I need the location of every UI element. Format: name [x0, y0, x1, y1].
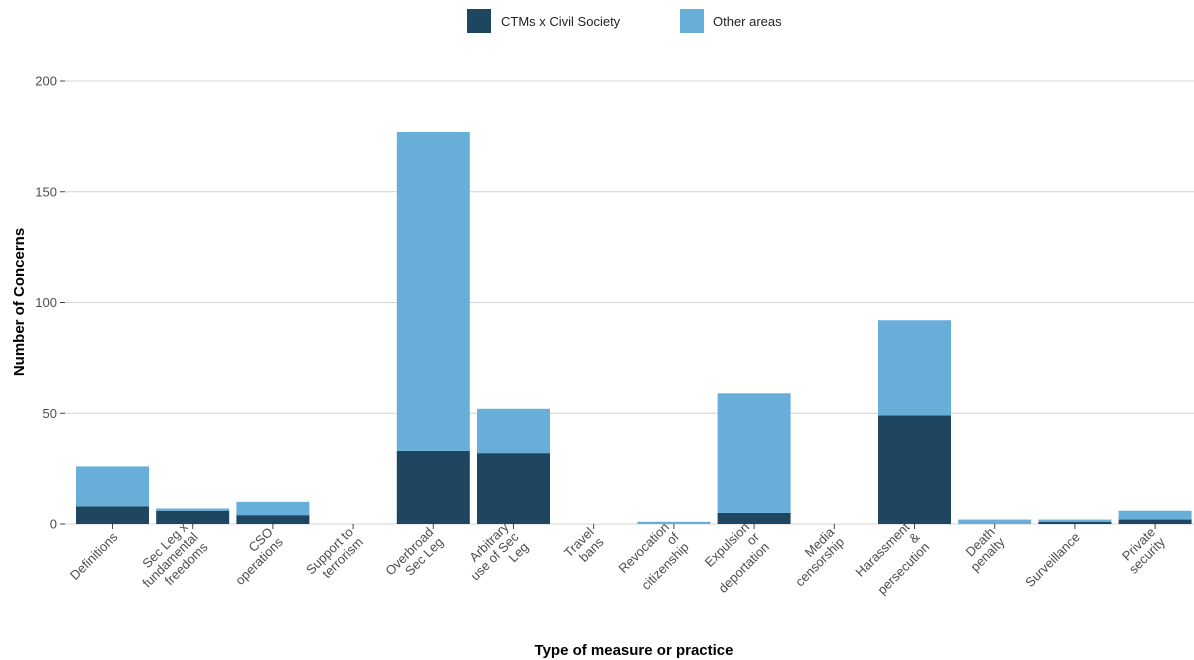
bar-ctms-civil-society-5 [477, 453, 550, 524]
y-tick-label-50: 50 [43, 406, 57, 421]
bar-other-areas-5 [477, 408, 550, 454]
y-tick-label-150: 150 [35, 184, 57, 199]
x-tick-label-9: Mediacensorship [782, 524, 847, 589]
y-axis: 0 50 100 150 200 [35, 74, 65, 532]
x-tick-label-line: Surveillance [1022, 529, 1083, 590]
bar-ctms-civil-society-10 [878, 415, 951, 524]
x-tick-label-11: Deathpenalty [957, 524, 1008, 575]
x-tick-label-3: Support toterrorism [303, 524, 366, 587]
bar-ctms-civil-society-8 [717, 512, 791, 524]
bar-other-areas-4 [396, 131, 470, 451]
y-axis-title: Number of Concerns [11, 228, 28, 376]
bar-other-areas-13 [1118, 510, 1192, 520]
bar-other-areas-12 [1038, 519, 1112, 522]
legend-label-ctms-civil-society: CTMs x Civil Society [501, 14, 621, 29]
bar-ctms-civil-society-0 [76, 506, 149, 524]
x-tick-label-7: Revocationofcitizenship [615, 519, 692, 596]
x-axis: Definitions Sec Leg xfundamentalfreedoms C… [67, 519, 1169, 600]
bar-other-areas-11 [958, 519, 1032, 524]
bar-ctms-civil-society-2 [236, 515, 310, 524]
bar-other-areas-7 [637, 521, 711, 524]
x-tick-label-8: Expulsionordeportation [696, 519, 773, 596]
y-tick-label-200: 200 [35, 74, 57, 89]
gridlines [65, 80, 1194, 525]
x-tick-label-6: Travelbans [561, 524, 607, 570]
bar-other-areas-8 [717, 393, 791, 513]
legend-label-other-areas: Other areas [713, 14, 782, 29]
x-tick-label-13: Privatesecurity [1116, 524, 1169, 577]
bar-other-areas-1 [156, 508, 230, 511]
y-tick-label-100: 100 [35, 295, 57, 310]
x-tick-label-5: Arbitraryuse of SecLeg [458, 519, 532, 593]
x-tick-label-12: Surveillance [1022, 529, 1083, 590]
bar-other-areas-10 [878, 320, 951, 416]
bar-other-areas-0 [76, 466, 149, 507]
bar-ctms-civil-society-13 [1118, 519, 1192, 524]
bar-ctms-civil-society-4 [396, 450, 470, 524]
bar-ctms-civil-society-1 [156, 510, 230, 524]
bars [76, 131, 1192, 524]
y-tick-label-0: 0 [50, 517, 57, 532]
legend: CTMs x Civil Society Other areas [467, 9, 782, 33]
legend-swatch-other-areas [680, 9, 704, 33]
x-tick-label-4: OverbroadSec Leg [382, 524, 446, 588]
bar-other-areas-2 [236, 501, 310, 516]
x-tick-label-line: Definitions [67, 529, 121, 583]
x-axis-title: Type of measure or practice [535, 642, 734, 659]
x-tick-label-2: CSOoperations [222, 524, 286, 588]
x-tick-label-0: Definitions [67, 529, 121, 583]
x-tick-label-10: Harassment&persecution [852, 519, 932, 599]
bar-ctms-civil-society-12 [1038, 521, 1112, 524]
legend-swatch-ctms-civil-society [467, 9, 491, 33]
x-tick-label-1: Sec Leg xfundamentalfreedoms [130, 519, 211, 600]
